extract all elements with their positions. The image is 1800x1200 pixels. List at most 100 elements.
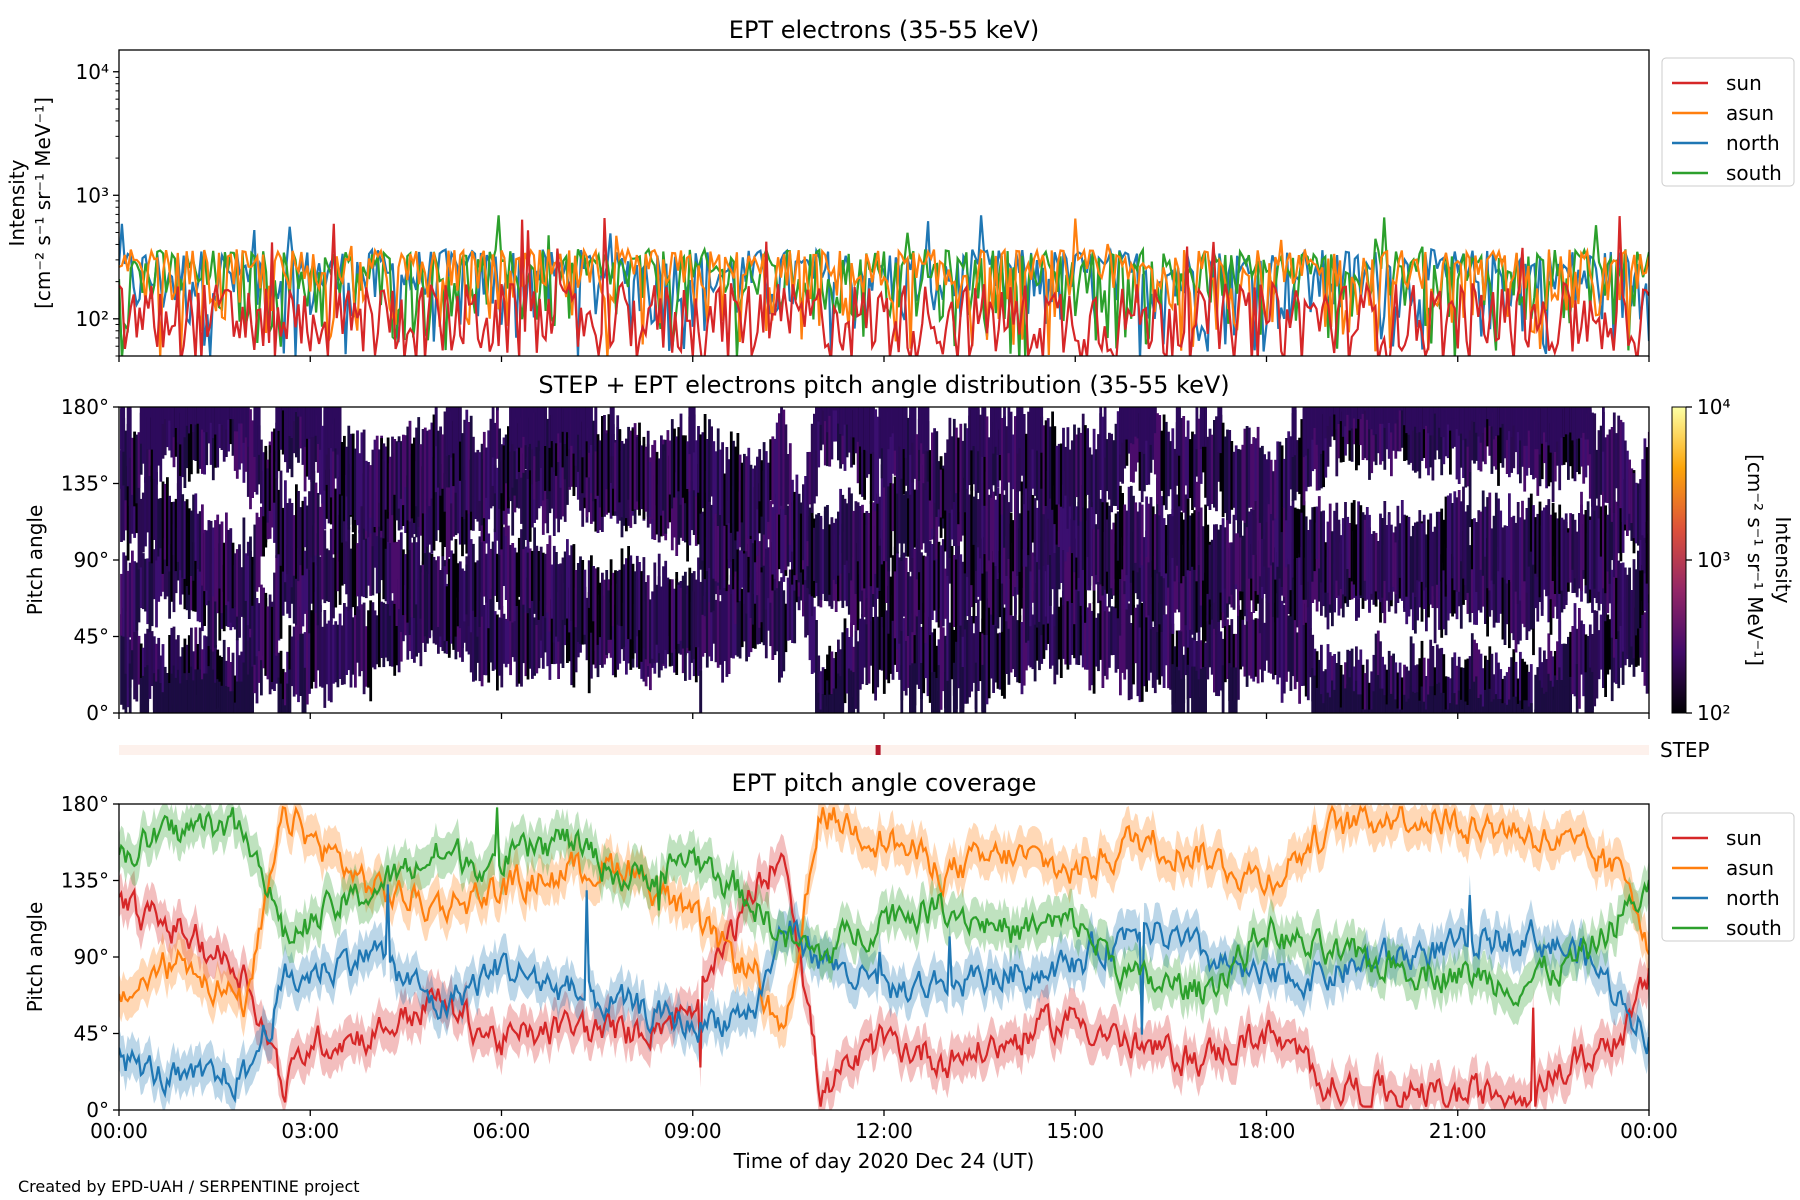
heatmap-cell bbox=[607, 590, 611, 640]
heatmap-cell bbox=[1070, 440, 1074, 505]
heatmap-cell bbox=[1158, 481, 1162, 573]
heatmap-cell bbox=[1543, 407, 1546, 433]
heatmap-cell bbox=[187, 407, 191, 434]
heatmap-cell bbox=[1514, 407, 1518, 453]
heatmap-cell bbox=[382, 443, 386, 539]
heatmap-cell bbox=[1385, 704, 1389, 713]
heatmap-cell bbox=[310, 610, 314, 689]
heatmap-cell bbox=[1615, 616, 1618, 684]
heatmap-cell bbox=[526, 407, 530, 446]
heatmap-cell bbox=[614, 442, 617, 512]
heatmap-cell bbox=[697, 426, 700, 493]
heatmap-cell bbox=[487, 533, 491, 629]
colorbar-label-line1: Intensity bbox=[1771, 516, 1795, 603]
heatmap-cell bbox=[1136, 407, 1140, 439]
heatmap-cell bbox=[764, 538, 768, 610]
heatmap-cell bbox=[513, 547, 517, 622]
heatmap-cell bbox=[1414, 407, 1417, 473]
heatmap-cell bbox=[1634, 569, 1638, 636]
heatmap-cell bbox=[1226, 429, 1229, 521]
heatmap-cell bbox=[190, 510, 193, 576]
heatmap-cell bbox=[701, 543, 705, 615]
heatmap-cell bbox=[472, 610, 475, 682]
heatmap-cell bbox=[782, 590, 786, 672]
heatmap-cell bbox=[415, 575, 418, 657]
heatmap-cell bbox=[882, 411, 886, 488]
heatmap-cell bbox=[913, 548, 917, 636]
heatmap-cell bbox=[1298, 509, 1301, 558]
heatmap-cell bbox=[150, 407, 154, 450]
heatmap-cell bbox=[933, 671, 936, 713]
heatmap-cell bbox=[826, 680, 829, 713]
heatmap-cell bbox=[1147, 407, 1151, 485]
heatmap-cell bbox=[557, 407, 560, 434]
heatmap-cell bbox=[1396, 407, 1400, 420]
heatmap-cell bbox=[760, 468, 764, 568]
heatmap-cell bbox=[1521, 569, 1524, 624]
heatmap-cell bbox=[157, 669, 161, 713]
heatmap-cell bbox=[845, 526, 849, 607]
heatmap-cell bbox=[736, 561, 740, 657]
heatmap-cell bbox=[1497, 407, 1500, 486]
heatmap-cell bbox=[1442, 407, 1446, 438]
heatmap-cell bbox=[1455, 665, 1459, 713]
heatmap-cell bbox=[721, 509, 724, 580]
heatmap-cell bbox=[939, 469, 943, 518]
heatmap-cell bbox=[146, 479, 150, 533]
heatmap-cell bbox=[198, 407, 202, 424]
heatmap-cell bbox=[218, 407, 222, 449]
heatmap-cell bbox=[1099, 413, 1103, 490]
heatmap-cell bbox=[1516, 407, 1520, 475]
heatmap-cell bbox=[1451, 407, 1454, 449]
heatmap-cell bbox=[620, 548, 624, 627]
heatmap-cell bbox=[327, 470, 331, 524]
heatmap-cell bbox=[404, 554, 407, 615]
heatmap-cell bbox=[220, 407, 224, 450]
heatmap-cell bbox=[1346, 407, 1350, 445]
heatmap-cell bbox=[1059, 443, 1063, 507]
heatmap-cell bbox=[485, 596, 488, 676]
heatmap-cell bbox=[354, 606, 357, 688]
heatmap-cell bbox=[764, 451, 768, 519]
heatmap-cell bbox=[1409, 636, 1413, 713]
heatmap-cell bbox=[1003, 407, 1006, 454]
heatmap-cell bbox=[1075, 434, 1079, 498]
heatmap-cell bbox=[430, 422, 434, 499]
heatmap-cell bbox=[205, 407, 209, 433]
heatmap-cell bbox=[1512, 649, 1516, 713]
heatmap-cell bbox=[1407, 670, 1411, 713]
heatmap-cell bbox=[541, 407, 545, 458]
heatmap-cell bbox=[362, 602, 366, 695]
heatmap-cell bbox=[561, 407, 565, 468]
heatmap-cell bbox=[502, 613, 506, 664]
heatmap-cell bbox=[183, 638, 187, 708]
heatmap-cell bbox=[931, 544, 934, 620]
heatmap-cell bbox=[375, 435, 379, 531]
heatmap-cell bbox=[1376, 407, 1380, 428]
panel3-legend-box bbox=[1661, 812, 1795, 942]
heatmap-cell bbox=[1333, 654, 1336, 713]
heatmap-cell bbox=[714, 451, 718, 514]
heatmap-cell bbox=[662, 566, 665, 664]
heatmap-cell bbox=[1387, 514, 1391, 593]
heatmap-cell bbox=[139, 407, 143, 444]
heatmap-cell bbox=[1608, 502, 1612, 584]
heatmap-cell bbox=[1486, 407, 1489, 447]
heatmap-cell bbox=[1370, 407, 1374, 474]
heatmap-cell bbox=[1306, 410, 1310, 487]
heatmap-cell bbox=[515, 552, 519, 606]
heatmap-cell bbox=[1503, 675, 1507, 713]
coverage-line-asun bbox=[119, 804, 1649, 1033]
heatmap-cell bbox=[1468, 545, 1472, 623]
heatmap-cell bbox=[1256, 501, 1260, 595]
heatmap-cell bbox=[548, 614, 552, 680]
heatmap-cell bbox=[273, 465, 276, 543]
heatmap-cell bbox=[292, 626, 296, 697]
heatmap-cell bbox=[963, 477, 967, 574]
heatmap-cell bbox=[1549, 680, 1553, 713]
heatmap-cell bbox=[1075, 506, 1079, 558]
heatmap-cell bbox=[837, 407, 840, 461]
heatmap-cell bbox=[585, 449, 589, 517]
heatmap-cell bbox=[297, 600, 300, 703]
